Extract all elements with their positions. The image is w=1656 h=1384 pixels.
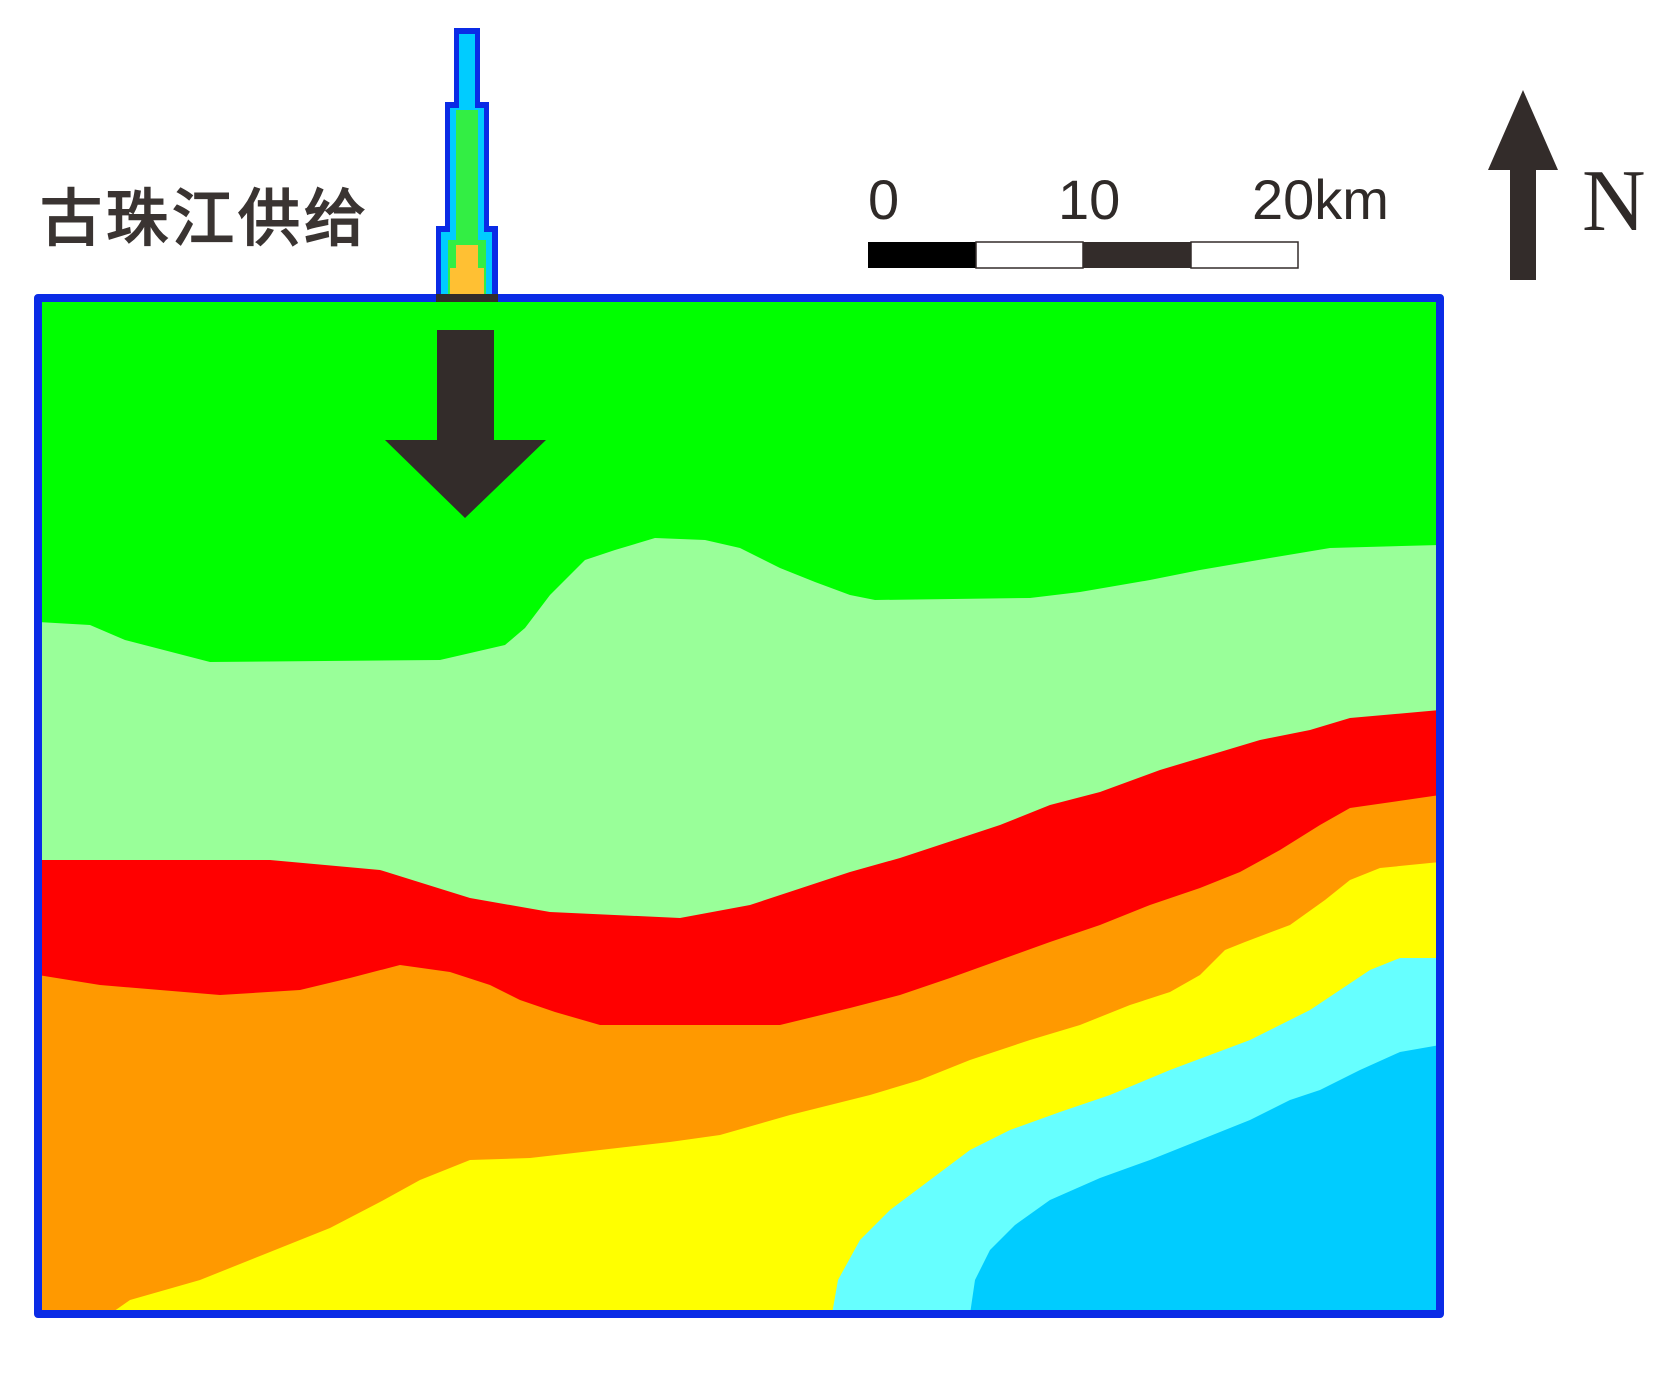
supply-channel-orange (450, 245, 484, 298)
scale-bar (868, 241, 1299, 269)
scale-segment-2 (975, 241, 1084, 269)
basin-zones (38, 298, 1440, 1314)
supply-arrow-icon (385, 330, 546, 518)
scale-tick-20km: 20km (1252, 168, 1389, 231)
supply-label: 古珠江供给 (40, 182, 371, 255)
north-arrow-icon (1488, 90, 1558, 280)
channel-mouth (436, 294, 498, 302)
north-label: N (1582, 153, 1646, 250)
scale-segment-3 (1083, 242, 1191, 268)
basin-frame (34, 294, 1444, 1318)
scale-tick-0: 0 (868, 168, 900, 231)
zone-7 (970, 1045, 1440, 1314)
supply-channel (436, 28, 498, 302)
scale-tick-10: 10 (1058, 168, 1121, 231)
scale-segment-4 (1190, 241, 1299, 269)
scale-segment-1 (868, 242, 976, 268)
